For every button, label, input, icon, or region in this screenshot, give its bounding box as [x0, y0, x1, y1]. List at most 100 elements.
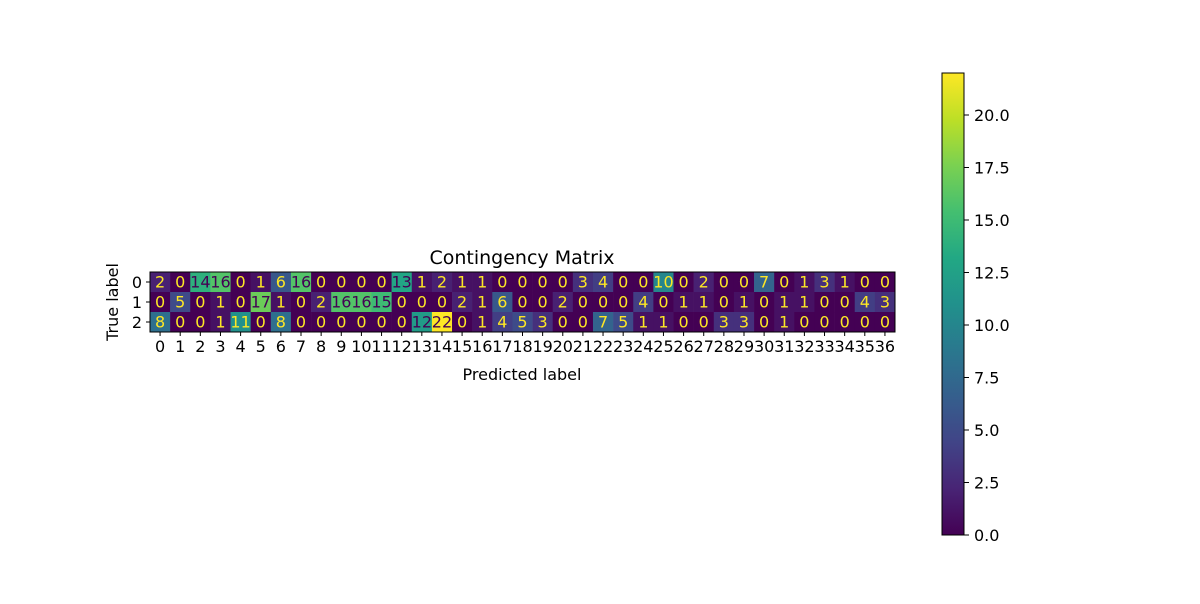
heatmap-cell	[351, 292, 372, 313]
cell-value-label: 4	[638, 293, 648, 312]
heatmap-cell	[673, 272, 694, 293]
cell-value-label: 2	[437, 273, 447, 292]
x-tick-label: 3	[215, 337, 225, 356]
heatmap-cell	[733, 292, 755, 313]
heatmap-cell	[854, 312, 876, 333]
cell-value-label: 1	[678, 293, 688, 312]
x-tick-label: 33	[814, 337, 834, 356]
cell-value-label: 16	[210, 273, 230, 292]
cell-value-label: 16	[291, 273, 311, 292]
cell-value-label: 8	[155, 313, 165, 332]
cell-value-label: 0	[638, 273, 648, 292]
heatmap-cell	[270, 272, 292, 293]
y-tick-label: 1	[132, 293, 142, 312]
heatmap-cell	[290, 272, 312, 293]
cell-value-label: 1	[739, 293, 749, 312]
heatmap-cell	[592, 272, 614, 293]
heatmap-cell	[290, 312, 312, 333]
heatmap-cell	[210, 292, 231, 313]
cell-value-label: 0	[175, 313, 185, 332]
heatmap-cell	[472, 292, 493, 313]
cell-value-label: 0	[256, 313, 266, 332]
cell-value-label: 22	[432, 313, 452, 332]
cell-value-label: 0	[376, 313, 386, 332]
cell-value-label: 0	[437, 293, 447, 312]
x-tick-label: 29	[734, 337, 754, 356]
cell-value-label: 0	[397, 293, 407, 312]
x-tick-label: 28	[714, 337, 734, 356]
heatmap-cell	[834, 292, 856, 313]
cell-value-label: 0	[719, 273, 729, 292]
heatmap-cell	[230, 272, 251, 293]
heatmap-cell	[311, 292, 332, 313]
cell-value-label: 0	[860, 313, 870, 332]
heatmap-cell	[814, 292, 835, 313]
heatmap-cell	[532, 312, 554, 333]
cell-value-label: 0	[618, 293, 628, 312]
cell-value-label: 0	[819, 313, 829, 332]
heatmap-cell	[170, 292, 191, 313]
cell-value-label: 0	[840, 313, 850, 332]
cell-value-label: 1	[215, 313, 225, 332]
cell-value-label: 0	[497, 273, 507, 292]
cell-value-label: 0	[880, 273, 890, 292]
heatmap-cell	[693, 312, 715, 333]
cell-value-label: 0	[779, 273, 789, 292]
heatmap-cell	[552, 272, 574, 293]
heatmap-cell	[592, 312, 614, 333]
heatmap-cell	[572, 292, 594, 313]
cell-value-label: 1	[779, 293, 789, 312]
cell-value-label: 1	[215, 293, 225, 312]
heatmap-cell	[250, 292, 272, 313]
heatmap-cell	[230, 312, 251, 333]
heatmap-cell	[754, 292, 775, 313]
cell-value-label: 6	[497, 293, 507, 312]
heatmap-cell	[572, 272, 594, 293]
heatmap-cell	[411, 272, 433, 293]
heatmap-cell	[552, 312, 574, 333]
x-tick-label: 35	[855, 337, 875, 356]
heatmap-cell	[592, 292, 614, 313]
heatmap-cell	[431, 272, 453, 293]
heatmap-cell	[351, 312, 372, 333]
cell-value-label: 5	[175, 293, 185, 312]
heatmap-cell	[512, 312, 533, 333]
cell-value-label: 0	[658, 293, 668, 312]
heatmap-cell	[512, 292, 533, 313]
heatmap-cell	[190, 272, 211, 293]
colorbar-tick-label: 20.0	[974, 106, 1010, 125]
heatmap-cell	[572, 312, 594, 333]
heatmap-cell	[452, 312, 473, 333]
heatmap-cell	[673, 292, 694, 313]
cell-value-label: 4	[860, 293, 870, 312]
x-tick-label: 17	[492, 337, 512, 356]
heatmap-cell	[713, 312, 735, 333]
heatmap-cell	[351, 272, 372, 293]
cell-value-label: 0	[618, 273, 628, 292]
colorbar	[941, 72, 965, 536]
cell-value-label: 3	[578, 273, 588, 292]
x-tick-label: 2	[195, 337, 205, 356]
heatmap-cell	[371, 292, 392, 313]
cell-value-label: 0	[860, 273, 870, 292]
heatmap-cell	[774, 272, 795, 293]
cell-value-label: 0	[397, 313, 407, 332]
cell-value-label: 0	[195, 313, 205, 332]
x-tick-label: 24	[633, 337, 653, 356]
y-tick-label: 2	[132, 313, 142, 332]
heatmap-cell	[794, 292, 815, 313]
colorbar-tick-label: 5.0	[974, 421, 999, 440]
cell-value-label: 0	[819, 293, 829, 312]
cell-value-label: 1	[477, 273, 487, 292]
x-tick-label: 4	[236, 337, 246, 356]
heatmap-cell	[774, 292, 795, 313]
heatmap-cell	[653, 272, 674, 293]
heatmap-cell	[331, 292, 352, 313]
heatmap-cell	[190, 292, 211, 313]
heatmap-cell	[633, 312, 654, 333]
x-tick-label: 7	[296, 337, 306, 356]
colorbar-ticks: 0.0 2.5 5.0 7.5 10.0 12.5 15.0 17.5 20.0	[964, 106, 1010, 545]
x-tick-label: 12	[392, 337, 412, 356]
